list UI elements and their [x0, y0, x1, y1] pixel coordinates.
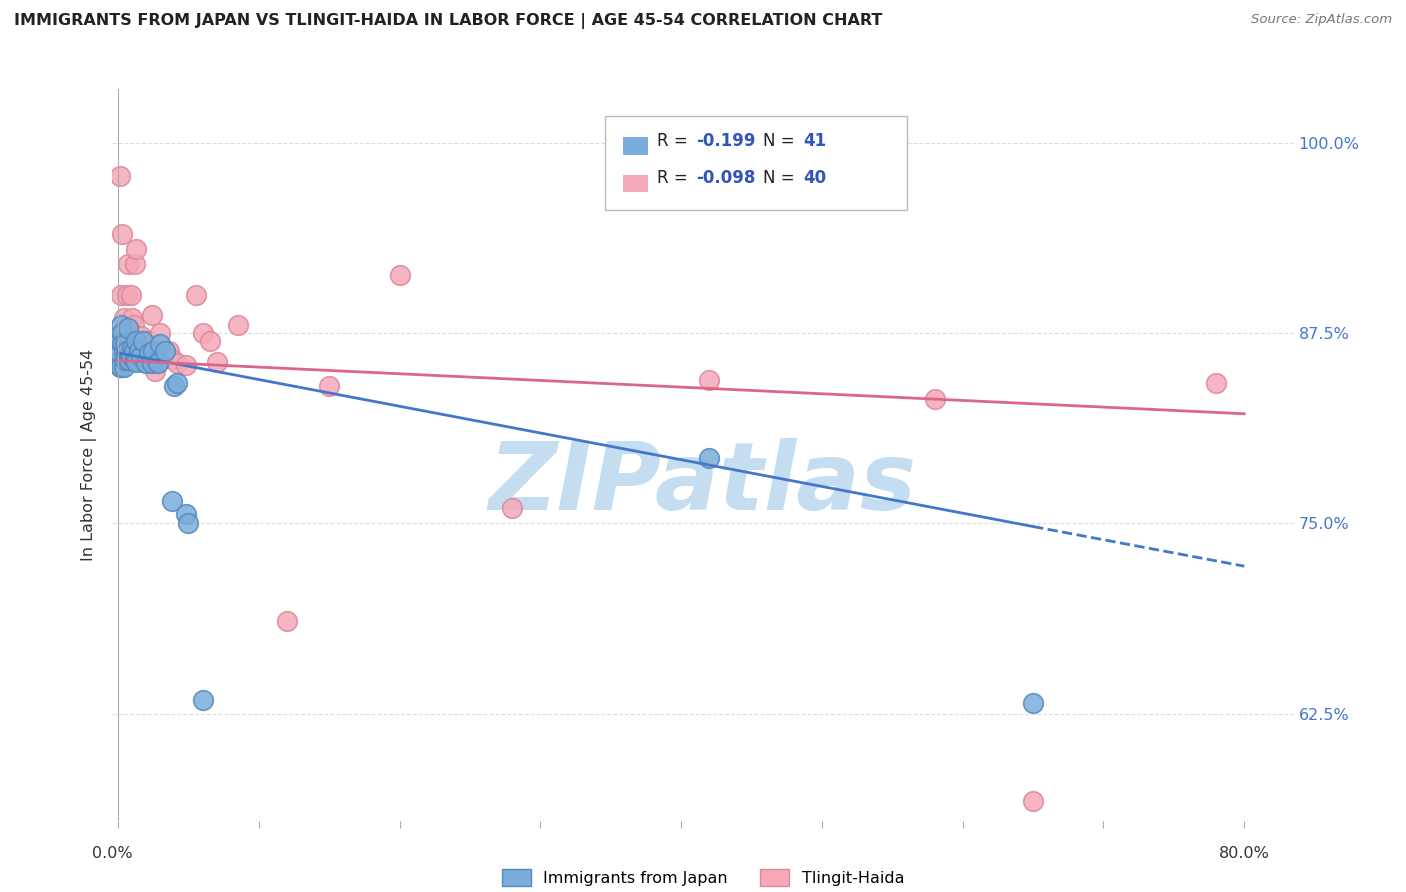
Point — [191, 693, 214, 707]
Point — [114, 336, 136, 351]
Point — [135, 334, 157, 348]
Point — [174, 358, 197, 372]
Point — [142, 344, 165, 359]
Point — [149, 326, 172, 340]
Point — [129, 349, 152, 363]
Text: IMMIGRANTS FROM JAPAN VS TLINGIT-HAIDA IN LABOR FORCE | AGE 45-54 CORRELATION CH: IMMIGRANTS FROM JAPAN VS TLINGIT-HAIDA I… — [14, 13, 883, 29]
Point — [157, 344, 180, 359]
Point — [124, 257, 146, 271]
Point — [124, 353, 146, 368]
Point — [141, 356, 163, 371]
Point — [120, 349, 142, 363]
Point — [122, 344, 145, 359]
Point — [121, 310, 143, 325]
Text: -0.098: -0.098 — [696, 169, 755, 186]
Point — [146, 355, 169, 369]
Point — [318, 379, 340, 393]
Point — [166, 356, 188, 371]
Point — [108, 334, 131, 348]
Point — [276, 614, 298, 628]
Text: 41: 41 — [803, 132, 825, 150]
Point — [146, 351, 169, 366]
Point — [111, 326, 134, 340]
Point — [129, 329, 152, 343]
Point — [166, 376, 188, 391]
Point — [191, 326, 214, 340]
Point — [107, 355, 129, 369]
Point — [198, 334, 221, 348]
Point — [110, 359, 132, 374]
Point — [226, 318, 249, 333]
Point — [117, 321, 139, 335]
Point — [699, 373, 721, 387]
Text: N =: N = — [763, 132, 800, 150]
Point — [184, 288, 207, 302]
Point — [108, 359, 131, 374]
Point — [121, 341, 143, 355]
Point — [122, 318, 145, 333]
Point — [110, 318, 132, 333]
Point — [146, 356, 169, 371]
Point — [112, 344, 135, 359]
Point — [132, 334, 155, 348]
Point — [111, 336, 134, 351]
Point — [160, 351, 183, 366]
Point — [143, 364, 166, 378]
Point — [1022, 794, 1045, 808]
Point — [117, 353, 139, 368]
Point — [138, 334, 160, 348]
Point — [112, 359, 135, 374]
Text: ZIPatlas: ZIPatlas — [489, 438, 917, 530]
Text: N =: N = — [763, 169, 800, 186]
Point — [141, 308, 163, 322]
Text: 40: 40 — [803, 169, 825, 186]
Point — [117, 257, 139, 271]
Point — [108, 346, 131, 360]
Text: 0.0%: 0.0% — [93, 846, 132, 861]
Point — [111, 227, 134, 241]
Point — [205, 355, 228, 369]
Point — [125, 334, 148, 348]
Text: R =: R = — [657, 132, 693, 150]
Point — [125, 355, 148, 369]
Point — [699, 450, 721, 465]
Point — [138, 346, 160, 360]
Legend: Immigrants from Japan, Tlingit-Haida: Immigrants from Japan, Tlingit-Haida — [502, 869, 904, 886]
Point — [108, 169, 131, 183]
Point — [115, 288, 138, 302]
Point — [128, 334, 150, 348]
Point — [924, 392, 946, 406]
Text: Source: ZipAtlas.com: Source: ZipAtlas.com — [1251, 13, 1392, 27]
Point — [160, 493, 183, 508]
Point — [110, 288, 132, 302]
Point — [1022, 696, 1045, 710]
Text: R =: R = — [657, 169, 693, 186]
Point — [152, 349, 174, 363]
Y-axis label: In Labor Force | Age 45-54: In Labor Force | Age 45-54 — [80, 349, 97, 561]
Point — [135, 356, 157, 371]
Point — [115, 344, 138, 359]
Text: 80.0%: 80.0% — [1219, 846, 1270, 861]
Point — [118, 325, 141, 339]
Point — [174, 508, 197, 522]
Point — [1205, 376, 1227, 391]
Text: -0.199: -0.199 — [696, 132, 755, 150]
Point — [128, 344, 150, 359]
Point — [153, 344, 176, 359]
Point — [388, 268, 411, 282]
Point — [177, 516, 200, 531]
Point — [149, 336, 172, 351]
Point — [163, 379, 186, 393]
Point — [118, 353, 141, 368]
Point — [114, 353, 136, 368]
Point — [132, 355, 155, 369]
Point — [120, 288, 142, 302]
Point — [112, 310, 135, 325]
Point — [114, 334, 136, 348]
Point — [501, 501, 523, 516]
Point — [125, 242, 148, 256]
